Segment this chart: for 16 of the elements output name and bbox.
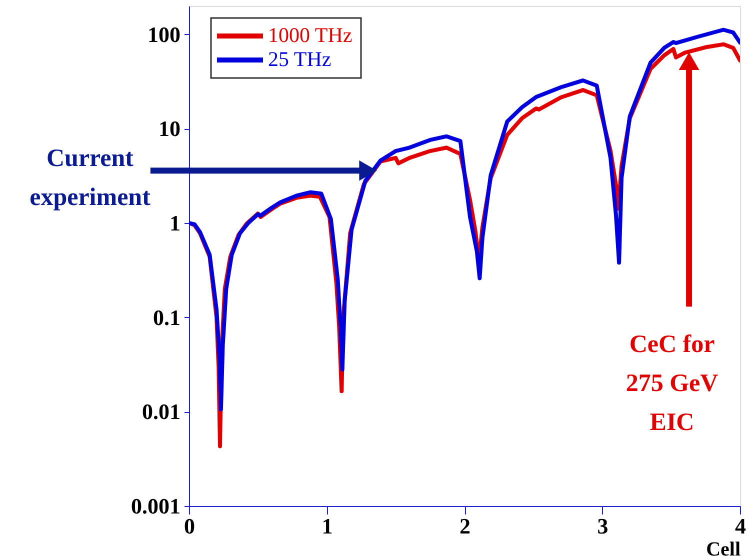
annotation: Current experiment [30,145,152,211]
y-tick-label: 1 [170,210,180,236]
x-tick-label: 3 [597,514,608,538]
legend-label: 25 THz [268,47,332,71]
y-tick-label: 100 [148,22,180,47]
x-tick-label: 1 [322,514,333,538]
y-tick-label: 10 [158,116,180,142]
annotation: CeC for 275 GeV EIC [626,331,718,436]
y-tick-label: 0.001 [131,494,180,518]
legend-label: 1000 THz [268,23,352,47]
x-tick-label: 2 [460,514,470,538]
y-tick-label: 0.1 [153,304,180,330]
x-tick-label: 4 [735,514,746,538]
x-axis-title: Cell [706,538,741,559]
y-tick-label: 0.01 [142,399,180,424]
x-tick-label: 0 [184,514,195,538]
